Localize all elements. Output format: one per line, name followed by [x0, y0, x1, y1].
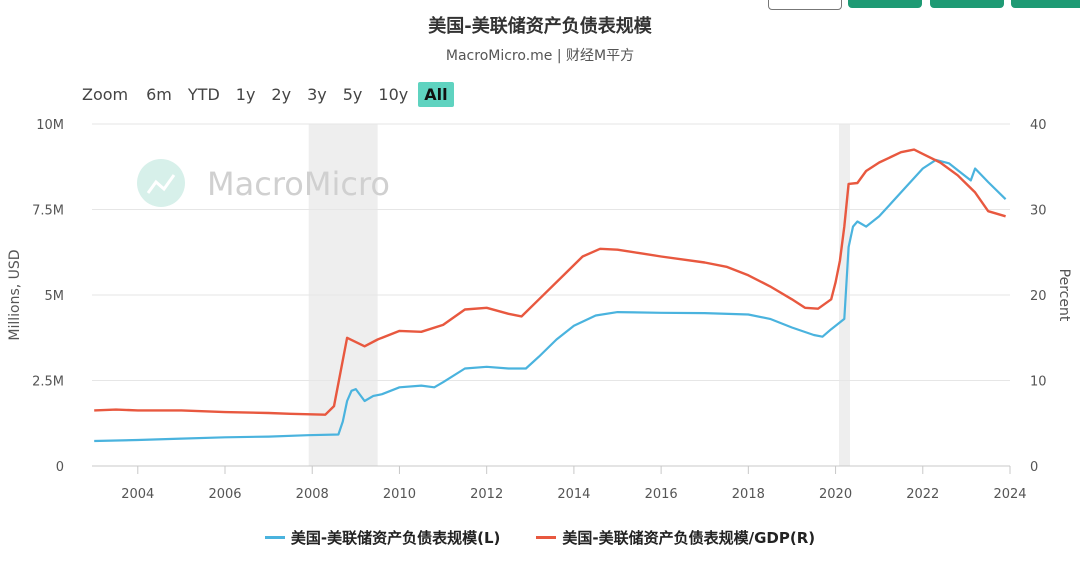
grid-lines: [92, 123, 1010, 381]
chart-title: 美国-美联储资产负债表规模: [428, 16, 652, 37]
y-right-tick-label: 0: [1030, 460, 1038, 475]
top-action-button-1[interactable]: [848, 0, 922, 8]
watermark: MacroMicro: [137, 159, 390, 207]
top-action-button-2[interactable]: [930, 0, 1004, 8]
legend: 美国-美联储资产负债表规模(L) 美国-美联储资产负债表规模/GDP(R): [0, 527, 1080, 548]
range-button-10y[interactable]: 10y: [378, 85, 409, 104]
x-tick-label: 2016: [645, 487, 678, 502]
x-tick-label: 2014: [557, 487, 590, 502]
range-button-all[interactable]: All: [418, 82, 454, 107]
watermark-logo-stroke: [146, 174, 176, 194]
x-tick-label: 2004: [121, 487, 154, 502]
top-outline-button[interactable]: [768, 0, 842, 10]
legend-swatch-right: [536, 536, 557, 539]
y-right-tick-label: 20: [1030, 289, 1047, 304]
zoom-label: Zoom: [82, 85, 129, 104]
range-button-2y[interactable]: 2y: [271, 85, 292, 104]
chart-subtitle: MacroMicro.me | 财经M平方: [445, 48, 635, 64]
x-tick-label: 2018: [732, 487, 765, 502]
y-right-tick-label: 40: [1030, 118, 1047, 133]
range-button-6m[interactable]: 6m: [146, 85, 172, 104]
x-tick-label: 2008: [296, 487, 329, 502]
series-line-balance-sheet-gdp: [94, 148, 1006, 416]
y-right-axis-title: Percent: [1056, 269, 1072, 322]
top-action-button-3[interactable]: [1011, 0, 1080, 8]
x-tick-label: 2012: [470, 487, 503, 502]
axes: 2004 2006 2008 2010 2012 2014 2016 2018 2020 2022…: [7, 118, 1072, 502]
y-right-tick-label: 30: [1030, 204, 1047, 219]
watermark-text: MacroMicro: [207, 165, 390, 203]
range-button-5y[interactable]: 5y: [342, 85, 363, 104]
x-tick-label: 2022: [906, 487, 939, 502]
y-left-tick-label: 10M: [36, 118, 64, 133]
y-left-tick-label: 5M: [45, 289, 65, 304]
legend-label-left: 美国-美联储资产负债表规模(L): [290, 529, 501, 547]
y-right-tick-label: 10: [1030, 375, 1047, 390]
y-left-tick-label: 2.5M: [32, 375, 64, 390]
y-left-tick-label: 0: [56, 460, 64, 475]
range-button-3y[interactable]: 3y: [307, 85, 327, 104]
watermark-logo-icon: [137, 159, 185, 207]
x-tick-label: 2010: [383, 487, 416, 502]
series-group: [94, 148, 1007, 443]
y-left-tick-label: 7.5M: [32, 204, 64, 219]
legend-swatch-left: [264, 536, 285, 539]
range-button-ytd[interactable]: YTD: [187, 85, 220, 104]
legend-item-right-series[interactable]: 美国-美联储资产负债表规模/GDP(R): [536, 527, 815, 548]
y-left-axis-title: Millions, USD: [7, 249, 23, 340]
range-selector: Zoom 6m YTD 1y 2y 3y 5y 10y All: [78, 82, 458, 107]
x-tick-label: 2020: [819, 487, 852, 502]
x-tick-label: 2024: [993, 487, 1026, 502]
series-line-balance-sheet: [94, 158, 1007, 443]
range-button-1y[interactable]: 1y: [235, 85, 256, 104]
legend-label-right: 美国-美联储资产负债表规模/GDP(R): [562, 529, 816, 547]
x-tick-label: 2006: [208, 487, 241, 502]
legend-item-left-series[interactable]: 美国-美联储资产负债表规模(L): [264, 527, 501, 548]
